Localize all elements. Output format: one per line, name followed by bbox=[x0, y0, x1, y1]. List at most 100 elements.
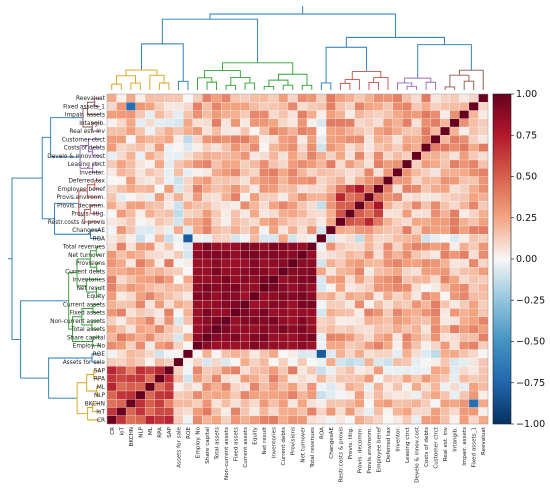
heatmap-cell bbox=[383, 118, 393, 128]
heatmap-cell bbox=[440, 217, 451, 227]
heatmap-cell bbox=[135, 93, 146, 103]
heatmap-cell bbox=[249, 349, 260, 359]
heatmap-cell bbox=[135, 390, 146, 400]
heatmap-cell bbox=[173, 316, 184, 326]
heatmap-cell bbox=[440, 283, 451, 293]
heatmap-cell bbox=[411, 102, 422, 111]
heatmap-cell bbox=[354, 308, 365, 317]
heatmap-cell bbox=[383, 324, 393, 334]
heatmap-cell bbox=[459, 192, 470, 202]
heatmap-cell bbox=[459, 217, 470, 227]
heatmap-cell bbox=[392, 308, 403, 317]
heatmap-cell bbox=[468, 184, 479, 194]
dendrogram-link bbox=[197, 77, 213, 90]
heatmap-cell bbox=[354, 407, 365, 416]
heatmap-cell bbox=[478, 390, 489, 400]
heatmap-cell bbox=[402, 357, 412, 367]
heatmap-cell bbox=[135, 250, 146, 260]
heatmap-cell bbox=[440, 110, 451, 119]
heatmap-cell bbox=[335, 407, 346, 416]
heatmap-cell bbox=[325, 242, 336, 251]
row-label: Provis.environm. bbox=[57, 195, 106, 201]
heatmap-cell bbox=[373, 258, 384, 268]
heatmap-cell bbox=[411, 176, 422, 185]
heatmap-cell bbox=[449, 382, 460, 392]
heatmap-cell bbox=[154, 333, 165, 342]
heatmap-cell bbox=[192, 93, 203, 103]
heatmap-cell bbox=[430, 399, 441, 408]
heatmap-cell bbox=[268, 184, 279, 194]
heatmap-cell bbox=[135, 217, 146, 227]
heatmap-cell bbox=[221, 217, 232, 227]
heatmap-cell bbox=[116, 143, 127, 152]
heatmap-cell bbox=[468, 217, 479, 227]
heatmap-cell bbox=[421, 349, 432, 359]
heatmap-cell bbox=[154, 374, 165, 383]
heatmap-cell bbox=[249, 300, 260, 309]
heatmap-cell bbox=[306, 275, 317, 284]
heatmap-cell bbox=[383, 333, 393, 342]
heatmap-cell bbox=[430, 176, 441, 185]
heatmap-cell bbox=[345, 291, 355, 301]
heatmap-cell bbox=[325, 126, 336, 136]
heatmap-cell bbox=[468, 291, 479, 301]
heatmap-cell bbox=[230, 374, 241, 383]
heatmap-cell bbox=[125, 93, 136, 103]
row-label: Employee benef bbox=[58, 187, 106, 193]
row-label: BKCHN bbox=[85, 401, 105, 407]
heatmap-cell bbox=[192, 291, 203, 301]
heatmap-cell bbox=[345, 308, 355, 317]
heatmap-cell bbox=[221, 102, 232, 111]
heatmap-cell bbox=[325, 110, 336, 119]
heatmap-cell bbox=[135, 308, 146, 317]
heatmap-cell bbox=[144, 415, 155, 425]
heatmap-cell bbox=[183, 176, 193, 185]
heatmap-cell bbox=[202, 308, 212, 317]
heatmap-cell bbox=[183, 102, 193, 111]
heatmap-cell bbox=[440, 225, 451, 235]
heatmap-cell bbox=[125, 102, 136, 111]
heatmap-cell bbox=[421, 192, 432, 202]
heatmap-cell bbox=[211, 390, 222, 400]
heatmap-cell bbox=[249, 382, 260, 392]
heatmap-cell bbox=[373, 118, 384, 128]
heatmap-cell bbox=[345, 168, 355, 177]
heatmap-cell bbox=[345, 143, 355, 152]
heatmap-cell bbox=[297, 275, 308, 284]
dendrogram-link bbox=[86, 184, 100, 198]
heatmap-cell bbox=[383, 374, 393, 383]
heatmap-cell bbox=[364, 407, 374, 416]
colorbar-tick-label: 0.50 bbox=[516, 172, 537, 183]
heatmap-cell bbox=[373, 308, 384, 317]
heatmap-cell bbox=[287, 283, 298, 293]
heatmap-cell bbox=[144, 250, 155, 260]
heatmap-cell bbox=[335, 234, 346, 243]
heatmap-cell bbox=[325, 283, 336, 293]
heatmap-cell bbox=[364, 267, 374, 276]
heatmap-cell bbox=[402, 267, 412, 276]
heatmap-cell bbox=[278, 341, 289, 350]
heatmap-cell bbox=[383, 267, 393, 276]
heatmap-cell bbox=[354, 283, 365, 293]
heatmap-cell bbox=[154, 192, 165, 202]
heatmap-cell bbox=[478, 151, 489, 161]
row-label: ROE bbox=[93, 352, 106, 358]
heatmap-cell bbox=[430, 341, 441, 350]
heatmap-cell bbox=[325, 415, 336, 425]
heatmap-cell bbox=[325, 300, 336, 309]
heatmap-cell bbox=[345, 258, 355, 268]
heatmap-cell bbox=[173, 217, 184, 227]
heatmap-cell bbox=[392, 390, 403, 400]
heatmap-cell bbox=[430, 407, 441, 416]
heatmap-cell bbox=[392, 316, 403, 326]
heatmap-cell bbox=[230, 168, 241, 177]
heatmap-cell bbox=[364, 415, 374, 425]
dendrogram-link bbox=[86, 374, 97, 392]
heatmap-cell bbox=[259, 291, 270, 301]
heatmap-cell bbox=[240, 283, 251, 293]
row-label: Inventor. bbox=[79, 170, 105, 176]
heatmap-cell bbox=[430, 159, 441, 169]
heatmap-cell bbox=[135, 324, 146, 334]
heatmap-cell bbox=[345, 242, 355, 251]
heatmap-cell bbox=[249, 258, 260, 268]
